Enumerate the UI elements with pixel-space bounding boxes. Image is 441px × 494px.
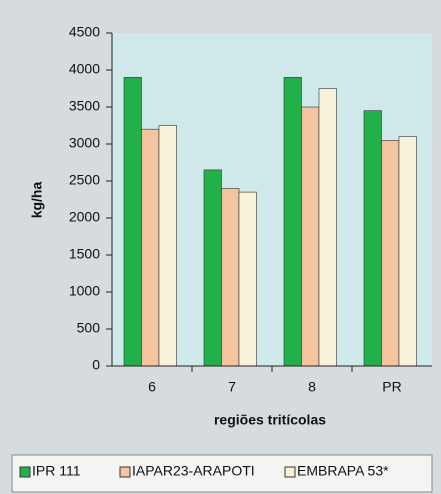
bar [141,128,160,367]
y-tick-label: 1000 [69,283,100,299]
legend-label: IPR 111 [32,463,81,479]
y-tick-label: 1500 [69,246,100,262]
y-axis-title: kg/ha [29,182,45,219]
y-tick-label: 0 [92,357,100,373]
bar [363,110,382,367]
legend-label: IAPAR23-ARAPOTI [132,463,255,479]
bar [318,88,337,367]
x-axis-title: regiões tritícolas [214,412,326,428]
y-tick-label: 2000 [69,209,100,225]
bar [283,77,302,367]
bar [221,188,240,367]
y-tick-label: 4500 [69,24,100,40]
bar [203,169,222,367]
legend-swatch [119,466,131,478]
bar [238,191,257,367]
y-tick-label: 3000 [69,135,100,151]
legend-label: EMBRAPA 53* [297,463,389,479]
bar [301,106,320,367]
x-tick-label: PR [382,379,401,395]
x-tick-label: 8 [308,379,316,395]
bar [123,77,142,367]
y-tick-label: 4000 [69,61,100,77]
x-tick-label: 6 [148,379,156,395]
bar [158,125,177,367]
legend-swatch [284,466,296,478]
y-tick-label: 3500 [69,98,100,114]
legend-box [11,454,433,493]
legend-swatch [19,466,31,478]
y-tick-label: 500 [77,320,101,336]
x-tick-label: 7 [228,379,236,395]
y-tick-label: 2500 [69,172,100,188]
bar [398,136,417,367]
bar [381,140,400,367]
